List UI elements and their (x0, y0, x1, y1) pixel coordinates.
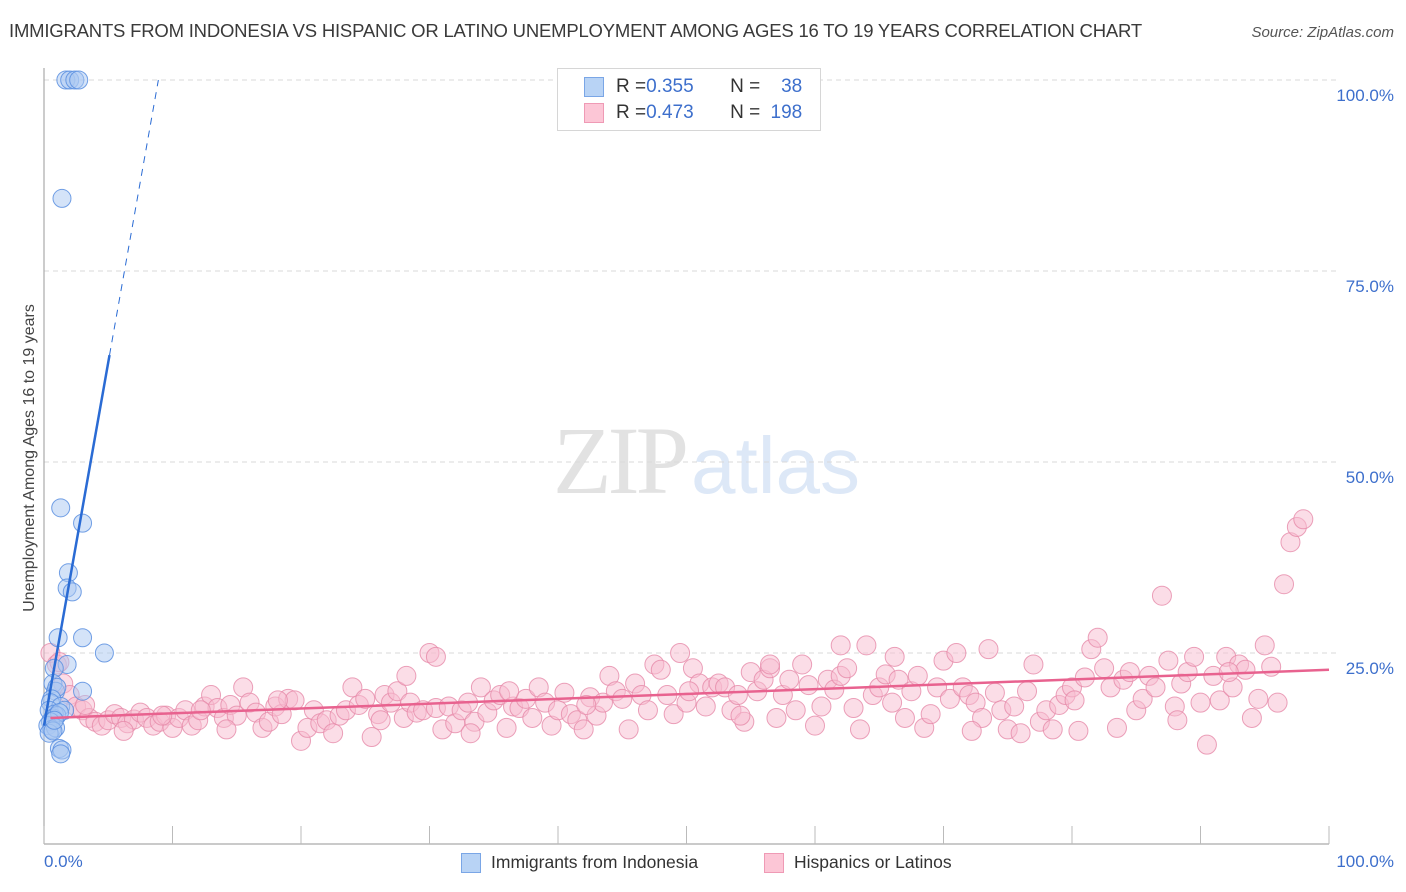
n-value: 198 (770, 102, 803, 123)
n-label: N = (730, 76, 761, 97)
legend-item-indonesia[interactable]: Immigrants from Indonesia (461, 852, 698, 873)
indonesia-legend-label: Immigrants from Indonesia (491, 852, 699, 872)
r-label: R = (616, 102, 647, 123)
y-tick-75: 75.0% (1345, 277, 1394, 296)
watermark-zip: ZIP (553, 407, 689, 514)
y-axis-label: Unemployment Among Ages 16 to 19 years (21, 304, 38, 612)
n-label: N = (730, 102, 761, 123)
x-tick-0: 0.0% (44, 852, 83, 871)
y-tick-25: 25.0% (1345, 659, 1394, 678)
hispanic-points (40, 509, 1314, 755)
y-tick-50: 50.0% (1345, 468, 1394, 487)
legend-item-hispanic[interactable]: Hispanics or Latinos (764, 852, 952, 873)
chart-title: IMMIGRANTS FROM INDONESIA VS HISPANIC OR… (9, 20, 1142, 41)
n-value: 38 (775, 76, 803, 97)
gridlines (44, 79, 1340, 654)
r-value: 0.473 (646, 102, 694, 123)
r-label: R = (616, 76, 647, 97)
correlation-legend: R = 0.355 N = 38 R = 0.473 N = 198 (557, 68, 821, 131)
indonesia-legend-swatch (461, 852, 481, 873)
watermark-atlas: atlas (691, 421, 860, 510)
legend-row-hispanic: R = 0.473 N = 198 (584, 101, 802, 125)
y-tick-100: 100.0% (1336, 86, 1394, 105)
x-tick-100: 100.0% (1336, 852, 1394, 871)
legend-row-indonesia: R = 0.355 N = 38 (584, 75, 802, 99)
r-value: 0.355 (646, 76, 694, 97)
trend-lines (42, 79, 1330, 726)
source-credit: Source: ZipAtlas.com (1251, 24, 1394, 41)
indonesia-points (38, 70, 114, 764)
hispanic-swatch (584, 103, 604, 123)
zipatlas-watermark: ZIPatlas (553, 405, 860, 516)
axes (43, 68, 1330, 845)
indonesia-swatch (584, 77, 604, 97)
hispanic-legend-label: Hispanics or Latinos (794, 852, 952, 872)
hispanic-legend-swatch (764, 852, 784, 873)
